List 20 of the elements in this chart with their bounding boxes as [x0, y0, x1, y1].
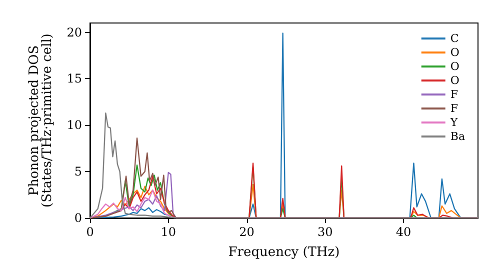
legend-label: F	[450, 102, 458, 115]
x-tick-label: 0	[86, 225, 94, 239]
x-tick-label: 20	[239, 225, 254, 239]
y-tick-label: 10	[66, 118, 82, 132]
legend-label: Y	[449, 116, 458, 129]
y-tick-label: 5	[74, 164, 82, 179]
y-axis-title: Phonon projected DOS (States/THz·primitive cell)	[27, 33, 55, 208]
legend-label: O	[450, 74, 460, 87]
legend-label: O	[450, 46, 460, 59]
legend-label: F	[450, 88, 458, 101]
legend-label: Ba	[450, 130, 466, 143]
y-tick-label: 20	[66, 25, 82, 40]
legend-label: C	[450, 32, 459, 45]
x-tick-label: 30	[318, 225, 333, 239]
x-tick-label: 40	[396, 225, 412, 239]
x-axis-title: Frequency (THz)	[228, 245, 340, 260]
legend-label: O	[450, 60, 460, 73]
x-tick-label: 10	[160, 225, 176, 239]
y-tick-label: 0	[74, 211, 82, 225]
y-tick-label: 15	[66, 72, 82, 86]
